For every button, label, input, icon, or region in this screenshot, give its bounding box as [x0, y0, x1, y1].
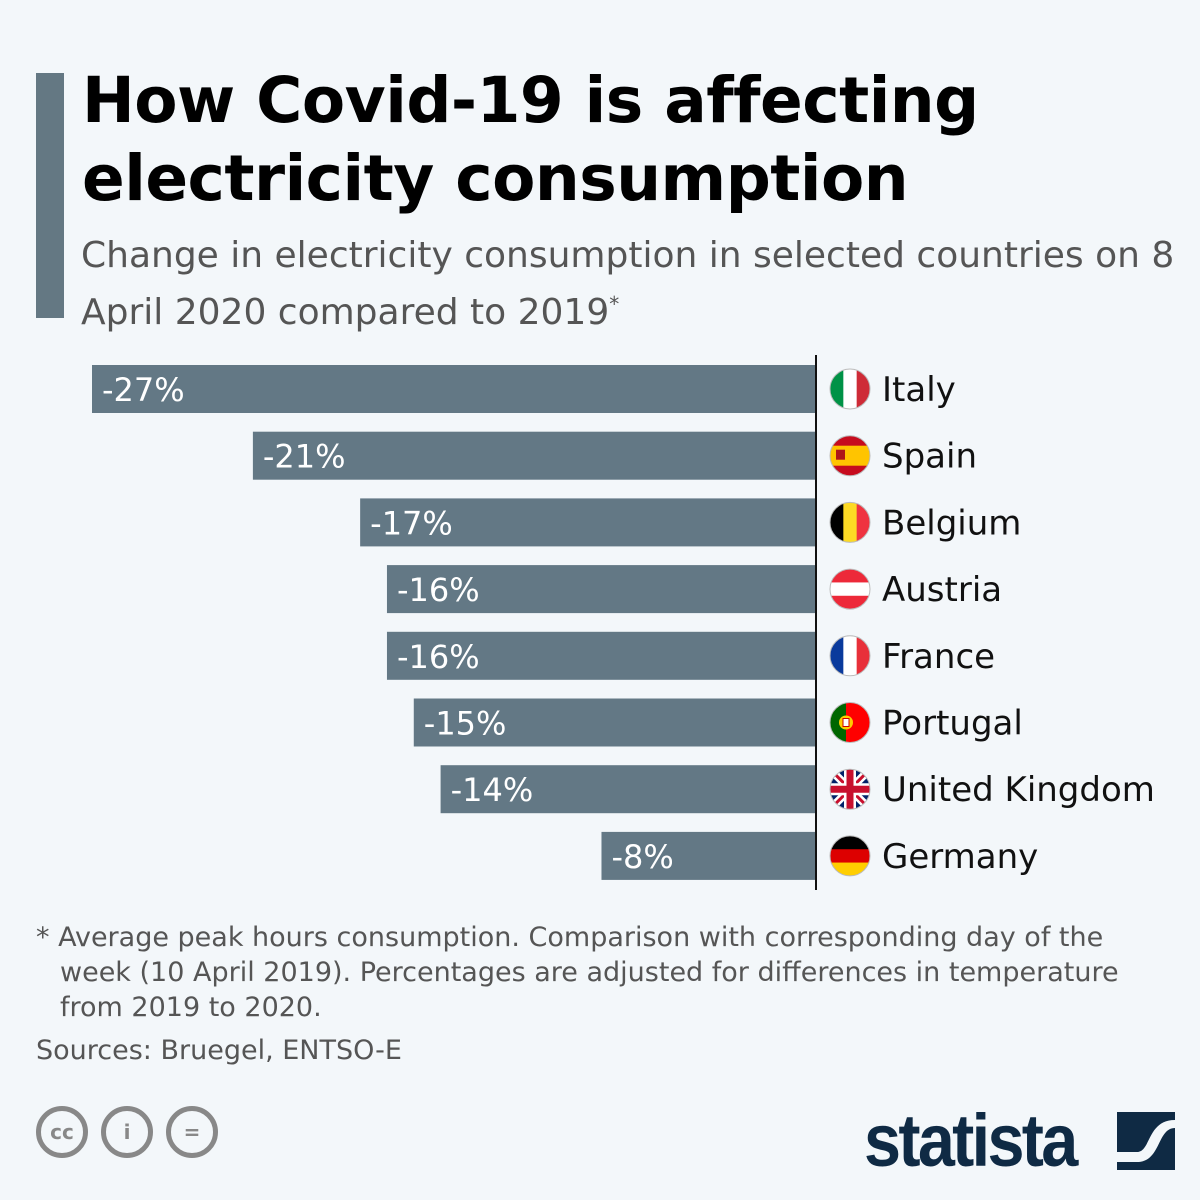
page-title: How Covid-19 is affecting electricity co… [82, 64, 979, 215]
subtitle: Change in electricity consumption in sel… [81, 232, 1181, 337]
data-label: -17% [370, 504, 453, 542]
germany-flag-icon [829, 835, 871, 877]
austria-flag-icon [829, 568, 871, 610]
category-label: Belgium [882, 503, 1021, 543]
statista-logo[interactable]: statista [864, 1098, 1176, 1183]
data-label: -21% [263, 438, 346, 476]
data-label: -27% [102, 371, 185, 409]
bar-spain [252, 431, 816, 480]
statista-logo-icon [1117, 1111, 1176, 1170]
bar-portugal [413, 698, 816, 747]
data-label: -15% [424, 705, 507, 743]
license-icons: cc i = [36, 1106, 218, 1158]
bar-united-kingdom [440, 765, 816, 814]
brand-wordmark: statista [864, 1099, 1078, 1182]
creative-commons-icon[interactable]: cc [36, 1106, 88, 1158]
category-label: Germany [882, 837, 1038, 877]
subtitle-text: Change in electricity consumption in sel… [81, 235, 1175, 333]
attribution-icon[interactable]: i [101, 1106, 153, 1158]
category-label: Italy [882, 370, 956, 410]
bar-belgium [360, 498, 816, 547]
data-label: -8% [611, 838, 673, 876]
no-derivatives-icon[interactable]: = [166, 1106, 218, 1158]
category-label: Portugal [882, 704, 1023, 744]
france-flag-icon [829, 635, 871, 677]
belgium-flag-icon [829, 501, 871, 543]
category-label: Spain [882, 437, 977, 477]
category-label: Austria [882, 570, 1002, 610]
bar-germany [601, 831, 816, 880]
data-label: -16% [397, 638, 480, 676]
sources: Sources: Bruegel, ENTSO-E [36, 1035, 402, 1066]
title-accent-bar [36, 73, 64, 318]
footer-notes: * Average peak hours consumption. Compar… [36, 920, 1156, 1068]
spain-flag-icon [829, 435, 871, 477]
data-label: -14% [451, 771, 534, 809]
data-label: -16% [397, 571, 480, 609]
bar-austria [386, 565, 816, 614]
bar-italy [92, 365, 816, 413]
category-label: France [882, 637, 995, 677]
category-label: United Kingdom [882, 770, 1155, 810]
portugal-flag-icon [829, 702, 871, 743]
bar-chart: -27% Italy -21% Spain -17% Belgium -16% Austria… [92, 355, 1155, 890]
uk-flag-icon [829, 768, 871, 810]
subtitle-asterisk: * [609, 292, 620, 316]
italy-flag-icon [829, 368, 871, 410]
footnote: * Average peak hours consumption. Compar… [36, 922, 1119, 1023]
bar-france [386, 631, 816, 680]
